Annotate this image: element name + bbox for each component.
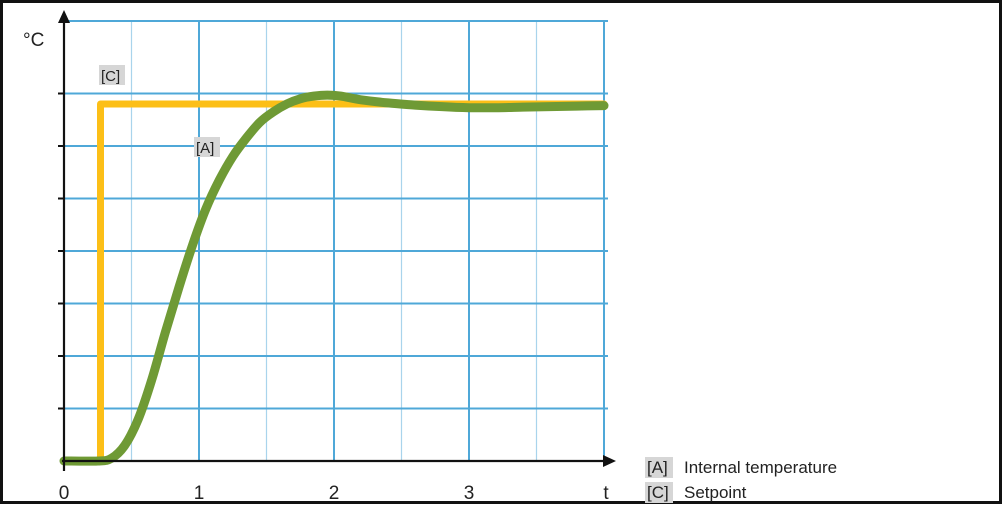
- x-tick-label: 3: [464, 483, 475, 504]
- legend-item-label: Internal temperature: [684, 458, 837, 477]
- temperature-curve-tag-bg: [194, 137, 220, 157]
- y-axis-arrow: [58, 10, 70, 23]
- x-tick-label: 1: [194, 483, 205, 504]
- legend-key: [C]: [647, 483, 669, 502]
- x-axis-arrow: [603, 455, 616, 467]
- setpoint-curve-tag: [C]: [101, 68, 120, 85]
- legend-item-label: Setpoint: [684, 483, 747, 502]
- y-axis-label: °C: [23, 30, 44, 51]
- temperature-step-response-chart: 0 1 2 3 t °C [C] [A] [A] Internal temperature [C] S…: [23, 10, 837, 504]
- series-line-internal-temperature: [59, 90, 609, 466]
- x-tick-label: 2: [329, 483, 340, 504]
- legend-key: [A]: [647, 458, 668, 477]
- temperature-curve-tag: [A]: [196, 140, 214, 157]
- x-axis-label: t: [603, 483, 609, 504]
- legend-key-bg: [645, 457, 673, 478]
- setpoint-curve-tag-bg: [99, 65, 125, 85]
- legend-key-bg: [645, 482, 673, 503]
- x-tick-label: 0: [59, 483, 70, 504]
